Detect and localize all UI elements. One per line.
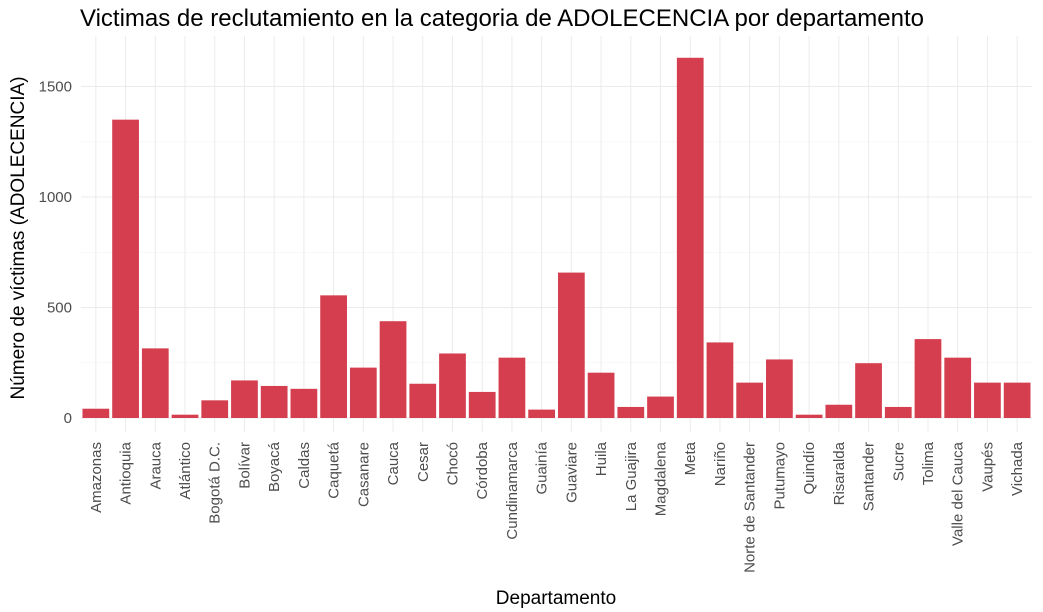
x-tick-label: Caldas [296, 442, 313, 489]
chart-title: Victimas de reclutamiento en la categori… [80, 5, 924, 32]
bar [141, 348, 169, 418]
x-tick-label: Atlántico [177, 442, 194, 500]
bar [884, 406, 912, 418]
x-tick-label: Vaupés [979, 442, 996, 492]
x-tick-label: Cauca [385, 441, 402, 485]
bar [260, 385, 288, 418]
bar [766, 359, 793, 418]
bar [587, 372, 615, 418]
bar [349, 367, 377, 418]
y-axis-ticks: 0 500 1000 1500 [39, 79, 72, 428]
x-tick-label: Guaviare [563, 442, 580, 503]
x-tick-label: Santander [861, 442, 878, 511]
bar [676, 57, 704, 419]
x-axis-ticks: Amazonas Antioquia Arauca Atlántico Bogotá D… [88, 441, 1026, 573]
x-tick-label: Risaralda [831, 441, 848, 505]
x-tick-label: Bogotá D.C. [207, 442, 224, 524]
bar [409, 383, 437, 418]
bar [647, 396, 674, 418]
x-tick-label: Caquetá [326, 441, 343, 498]
y-tick-label: 1500 [39, 79, 72, 96]
bar [439, 353, 466, 418]
bar [320, 295, 347, 418]
bar [944, 357, 972, 418]
x-tick-label: Córdoba [474, 441, 491, 499]
x-tick-label: Putumayo [771, 442, 788, 510]
bar [617, 406, 645, 418]
bar [82, 408, 110, 418]
x-tick-label: Amazonas [88, 442, 105, 513]
x-tick-label: Valle del Cauca [950, 441, 967, 546]
y-tick-label: 0 [64, 410, 72, 427]
x-tick-label: Sucre [890, 442, 907, 481]
x-tick-label: Cundinamarca [504, 441, 521, 539]
bar [379, 321, 407, 418]
x-tick-label: Arauca [147, 441, 164, 489]
bar [201, 400, 229, 418]
bar [706, 342, 734, 418]
x-tick-label: La Guajira [623, 441, 640, 511]
x-tick-label: Meta [682, 441, 699, 475]
bar [736, 382, 764, 418]
bar [795, 414, 823, 418]
bar [855, 363, 882, 418]
x-tick-label: Vichada [1009, 441, 1026, 496]
x-tick-label: Huila [593, 441, 610, 476]
x-tick-label: Guainía [534, 441, 551, 494]
bar [171, 414, 199, 418]
bars [82, 57, 1031, 419]
bar [498, 357, 526, 418]
bar [231, 380, 258, 418]
bar [914, 339, 942, 418]
x-tick-label: Norte de Santander [742, 442, 759, 573]
x-tick-label: Antioquia [118, 441, 135, 504]
x-tick-label: Bolívar [236, 442, 253, 489]
grid [81, 36, 1032, 432]
x-tick-label: Chocó [444, 442, 461, 485]
x-axis-title: Departamento [496, 588, 616, 609]
y-axis-title: Número de víctimas (ADOLECENCIA) [8, 76, 29, 399]
x-tick-label: Nariño [712, 442, 729, 486]
y-tick-label: 500 [47, 300, 72, 317]
bar [112, 119, 139, 419]
bar [557, 272, 585, 418]
bar [468, 391, 496, 418]
x-tick-label: Quindío [801, 442, 818, 495]
bar [825, 404, 853, 418]
x-tick-label: Boyacá [266, 441, 283, 492]
bar [528, 409, 556, 418]
bar [290, 388, 318, 418]
x-tick-label: Cesar [415, 442, 432, 482]
x-tick-label: Tolima [920, 441, 937, 485]
x-tick-label: Magdalena [653, 441, 670, 516]
y-tick-label: 1000 [39, 189, 72, 206]
x-tick-label: Casanare [355, 442, 372, 507]
bar [1003, 382, 1031, 418]
bar [974, 382, 1001, 418]
